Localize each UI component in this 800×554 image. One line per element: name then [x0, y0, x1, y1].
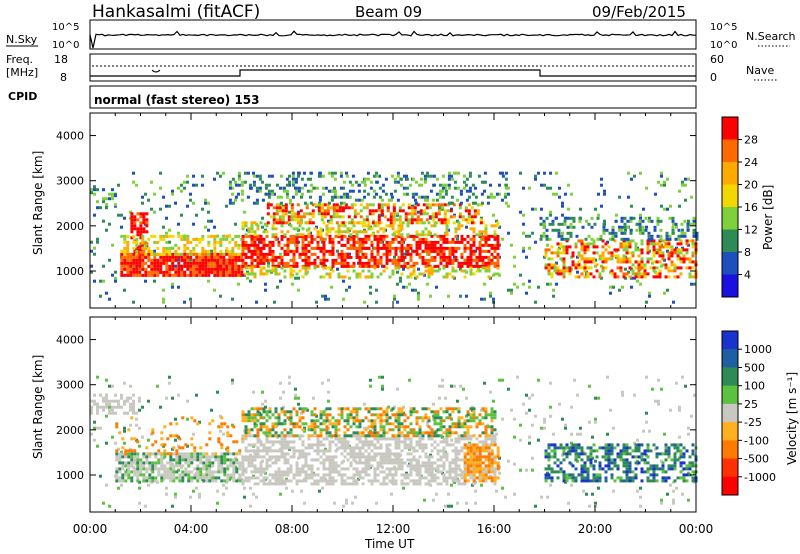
- colorbar-label-6: 4: [744, 269, 751, 282]
- freq-unit-label: [MHz]: [6, 66, 38, 79]
- power-panel: 4000 3000 2000 1000 Slant Range [km] 28 24 20…: [31, 112, 775, 309]
- colorbar-segment-0: [722, 331, 738, 350]
- colorbar-segment-0: [722, 117, 738, 140]
- colorbar-segment-2: [722, 367, 738, 387]
- colorbar-segment-6: [722, 252, 738, 275]
- ytick-label-2: 2000: [56, 220, 84, 233]
- colorbar-segment-4: [722, 403, 738, 423]
- velocity-axis-ticks: 4000 3000 2000 1000: [56, 334, 696, 482]
- beam-title: Beam 09: [355, 3, 422, 21]
- sky-noise-panel: N.Sky 10^5 10^0 10^5 10^0 N.Search: [6, 19, 796, 51]
- colorbar-segment-6: [722, 440, 738, 460]
- power-colorbar-label: Power [dB]: [761, 185, 775, 250]
- nsky-label: N.Sky: [6, 33, 38, 46]
- colorbar-label-5: -100: [744, 434, 769, 447]
- colorbar-segment-7: [722, 458, 738, 478]
- colorbar-label-1: 24: [744, 156, 758, 169]
- nsky-tick-high: 10^5: [52, 22, 79, 33]
- xtick-label-2: 08:00: [275, 522, 310, 536]
- xtick-label-3: 12:00: [376, 522, 411, 536]
- colorbar-label-2: 100: [744, 380, 765, 393]
- ytick-label-3: 1000: [56, 469, 84, 482]
- velocity-ylabel: Slant Range [km]: [31, 355, 45, 459]
- date-title: 09/Feb/2015: [592, 3, 686, 21]
- mode-text: normal (fast stereo) 153: [94, 93, 260, 107]
- nsearch-label: N.Search: [746, 30, 796, 43]
- cpid-panel: CPID normal (fast stereo) 153: [8, 85, 697, 109]
- velocity-panel: 4000 3000 2000 1000 Slant Range [km] 1000 50…: [31, 316, 799, 513]
- colorbar-label-4: -25: [744, 416, 762, 429]
- colorbar-label-1: 500: [744, 361, 765, 374]
- sky-noise-trace: [89, 30, 697, 49]
- colorbar-frame: [721, 330, 739, 496]
- ytick-label-0: 4000: [56, 130, 84, 143]
- colorbar-segment-3: [722, 184, 738, 208]
- colorbar-label-0: 1000: [744, 343, 772, 356]
- ytick-label-1: 3000: [56, 175, 84, 188]
- colorbar-segment-4: [722, 207, 738, 230]
- colorbar-label-3: 25: [744, 398, 758, 411]
- power-colorbar: 28 24 20 16 12 8 4: [721, 116, 758, 298]
- colorbar-label-7: -1000: [744, 471, 776, 484]
- colorbar-segment-8: [722, 476, 738, 496]
- nave-label: Nave: [746, 64, 774, 77]
- velocity-colorbar-label: Velocity [m s⁻¹]: [785, 372, 799, 465]
- colorbar-segment-3: [722, 385, 738, 405]
- xtick-label-4: 16:00: [477, 522, 512, 536]
- colorbar-label-0: 28: [744, 134, 758, 147]
- freq-label: Freq.: [6, 53, 33, 66]
- colorbar-label-2: 20: [744, 179, 758, 192]
- xtick-label-0: 00:00: [73, 522, 108, 536]
- freq-tick-high: 18: [54, 53, 68, 66]
- nave-tick-high: 60: [710, 53, 724, 66]
- ytick-label-1: 3000: [56, 379, 84, 392]
- xtick-label-1: 04:00: [174, 522, 209, 536]
- nsearch-tick-high: 10^5: [710, 22, 737, 33]
- nave-tick-low: 0: [710, 71, 717, 84]
- colorbar-segment-1: [722, 139, 738, 163]
- colorbar-segment-5: [722, 422, 738, 441]
- freq-tick-low: 8: [60, 71, 67, 84]
- colorbar-label-3: 16: [744, 201, 758, 214]
- velocity-data-layer: [90, 375, 698, 508]
- nsearch-tick-low: 10^0: [710, 40, 737, 51]
- power-axis-ticks: 4000 3000 2000 1000: [56, 130, 696, 278]
- colorbar-segment-5: [722, 229, 738, 253]
- cpid-label: CPID: [8, 90, 37, 103]
- colorbar-label-4: 12: [744, 224, 758, 237]
- ytick-label-0: 4000: [56, 334, 84, 347]
- time-axis-label: Time UT: [364, 537, 415, 551]
- xtick-label-5: 20:00: [578, 522, 613, 536]
- power-ylabel: Slant Range [km]: [31, 151, 45, 255]
- colorbar-segment-1: [722, 349, 738, 368]
- station-title: Hankasalmi (fitACF): [92, 2, 260, 22]
- time-axis: 00:00 04:00 08:00 12:00 16:00 20:00 00:00: [73, 113, 714, 536]
- ytick-label-3: 1000: [56, 265, 84, 278]
- xtick-label-6: 00:00: [679, 522, 714, 536]
- frequency-panel: Freq. [MHz] 18 8 60 0 Nave: [6, 53, 778, 84]
- colorbar-label-6: -500: [744, 453, 769, 466]
- colorbar-label-5: 8: [744, 246, 751, 259]
- colorbar-segment-7: [722, 274, 738, 298]
- frequency-trace: [90, 69, 696, 77]
- power-data-layer: [90, 171, 699, 304]
- nsky-tick-low: 10^0: [52, 40, 79, 51]
- ytick-label-2: 2000: [56, 424, 84, 437]
- velocity-colorbar: 1000 500 100 25 -25 -100 -500 -1000: [721, 330, 776, 496]
- colorbar-segment-2: [722, 162, 738, 185]
